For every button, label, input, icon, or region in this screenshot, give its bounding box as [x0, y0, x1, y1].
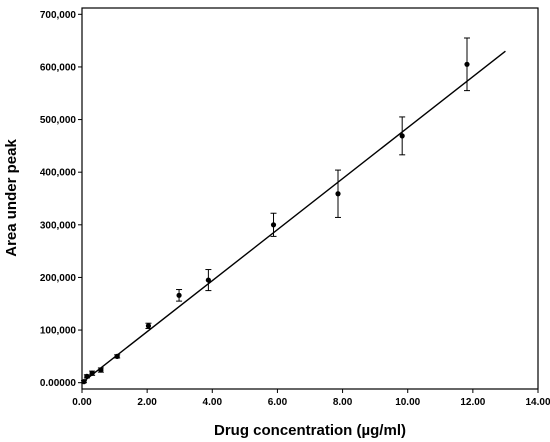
data-point — [145, 323, 152, 329]
regression-line — [81, 50, 506, 384]
data-point — [81, 379, 87, 385]
y-tick-label: 700,000 — [40, 10, 77, 21]
x-tick-label: 14.00 — [525, 397, 550, 408]
y-tick-label: 0.00000 — [40, 378, 77, 389]
data-point — [114, 353, 120, 359]
y-tick-label: 200,000 — [40, 273, 77, 284]
data-point — [399, 133, 405, 139]
y-tick-label: 400,000 — [40, 168, 77, 179]
x-tick-label: 4.00 — [203, 397, 223, 408]
regression-line-group — [81, 50, 506, 384]
x-tick-label: 10.00 — [395, 397, 420, 408]
data-point — [98, 367, 104, 373]
plot-frame — [81, 7, 539, 390]
data-point — [89, 370, 95, 376]
data-point — [205, 277, 211, 283]
x-tick-label: 0.00 — [72, 397, 92, 408]
x-tick-label: 12.00 — [460, 397, 485, 408]
data-points — [80, 37, 470, 385]
data-point — [84, 373, 90, 379]
y-tick-label: 500,000 — [40, 115, 77, 126]
y-tick-label: 100,000 — [40, 326, 77, 337]
y-tick-label: 600,000 — [40, 62, 77, 73]
data-point — [464, 61, 470, 67]
x-tick-label: 2.00 — [137, 397, 157, 408]
y-axis-title: Area under peak — [3, 139, 20, 257]
y-axis-ticks: 0.00000 100,000 200,000 300,000 400,000 500,0… — [40, 10, 82, 389]
y-tick-label: 300,000 — [40, 220, 77, 231]
x-axis-title: Drug concentration (µg/ml) — [214, 422, 406, 439]
x-tick-label: 6.00 — [268, 397, 288, 408]
data-point — [270, 222, 277, 228]
data-point — [176, 292, 182, 298]
data-point — [335, 191, 341, 197]
x-axis-ticks: 0.00 2.00 4.00 6.00 8.00 10.00 12.00 14.00 — [72, 389, 550, 408]
x-tick-label: 8.00 — [333, 397, 353, 408]
